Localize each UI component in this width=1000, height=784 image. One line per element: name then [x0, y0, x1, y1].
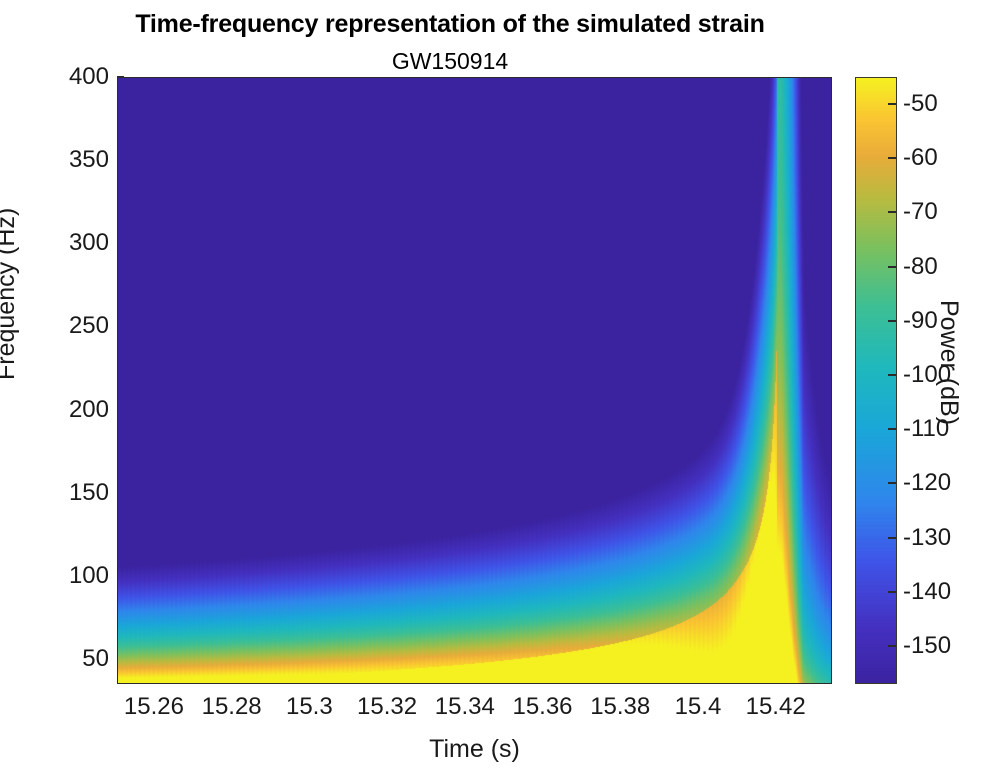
colorbar-tick-mark: [888, 645, 896, 648]
colorbar-tick-label: -50: [903, 90, 938, 118]
colorbar-tick-mark: [888, 536, 896, 539]
colorbar-canvas: [856, 78, 896, 683]
chart-title: Time-frequency representation of the sim…: [135, 10, 765, 38]
spectrogram-canvas: [118, 78, 831, 683]
colorbar-tick-mark: [888, 374, 896, 377]
y-tick-label: 150: [68, 478, 109, 506]
colorbar-tick-mark: [888, 590, 896, 593]
colorbar-tick-mark: [888, 265, 896, 268]
y-tick-label: 50: [82, 645, 109, 673]
colorbar-tick-mark: [888, 103, 896, 106]
colorbar: [855, 77, 897, 684]
colorbar-tick-label: -150: [903, 632, 952, 660]
y-tick-label: 400: [68, 63, 109, 90]
x-tick-label: 15.26: [123, 693, 184, 720]
x-tick-label: 15.4: [674, 693, 722, 720]
y-tick-label: 300: [68, 229, 109, 257]
colorbar-tick-label: -70: [903, 198, 938, 226]
x-axis-label: Time (s): [429, 735, 520, 763]
chart-subtitle: GW150914: [391, 48, 509, 74]
y-tick-label: 350: [68, 146, 109, 174]
colorbar-label: Power (dB): [935, 300, 963, 426]
colorbar-tick-label: -60: [903, 144, 938, 172]
colorbar-tick-mark: [888, 157, 896, 160]
y-axis-label: Frequency (Hz): [0, 207, 20, 380]
colorbar-tick-mark: [888, 428, 896, 431]
y-tick-label: 250: [68, 312, 109, 340]
colorbar-tick-mark: [888, 482, 896, 485]
x-tick-label: 15.34: [434, 693, 495, 720]
y-tick-label: 100: [68, 561, 109, 589]
spectrogram-plot: [117, 77, 832, 684]
colorbar-tick-label: -110: [903, 415, 950, 443]
colorbar-tick-label: -130: [903, 523, 952, 551]
colorbar-tick-mark: [888, 211, 896, 214]
colorbar-tick-mark: [888, 319, 896, 322]
x-tick-label: 15.3: [285, 693, 333, 720]
x-tick-label: 15.42: [745, 693, 806, 720]
x-tick-label: 15.38: [590, 693, 651, 720]
colorbar-tick-label: -120: [903, 469, 952, 497]
colorbar-tick-label: -140: [903, 577, 952, 605]
x-tick-label: 15.28: [201, 693, 262, 720]
x-tick-label: 15.36: [512, 693, 573, 720]
x-tick-label: 15.32: [357, 693, 418, 720]
y-tick-label: 200: [68, 395, 109, 423]
colorbar-tick-label: -90: [903, 306, 938, 334]
colorbar-tick-label: -80: [903, 252, 938, 280]
colorbar-tick-label: -100: [903, 361, 952, 389]
